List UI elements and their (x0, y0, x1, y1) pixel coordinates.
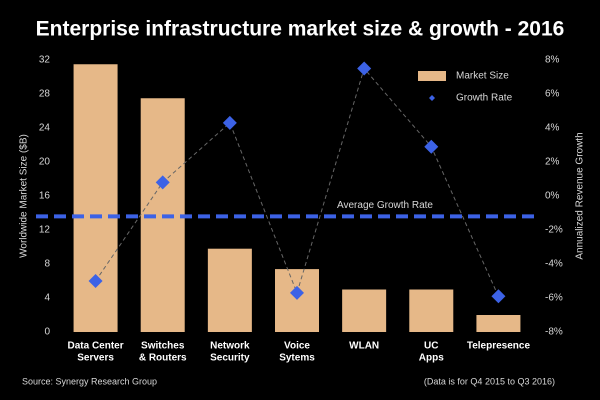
x-tick-label: Security (210, 353, 250, 364)
y-tick-label: 28 (39, 89, 51, 100)
growth-marker (222, 115, 237, 130)
x-tick-label: UC (424, 341, 438, 352)
x-tick-label: Network (210, 341, 250, 352)
source: Source: Synergy Research Group (22, 376, 157, 386)
bar (409, 289, 454, 332)
x-tick-label: Sytems (279, 353, 315, 364)
x-tick-label: & Routers (139, 353, 187, 364)
y-tick-label: 24 (39, 123, 51, 134)
y2-tick-label: 6% (545, 89, 560, 100)
note: (Data is for Q4 2015 to Q3 2016) (424, 376, 555, 386)
growth-marker (88, 274, 103, 288)
average-label: Average Growth Rate (337, 200, 433, 211)
y-tick-label: 8 (44, 259, 50, 270)
legend-label: Market Size (456, 71, 509, 82)
y2-tick-label: 8% (545, 55, 560, 66)
legend-label: Growth Rate (456, 93, 513, 104)
x-tick-label: Data Center (68, 341, 124, 352)
y-tick-label: 12 (39, 225, 51, 236)
bar (342, 289, 387, 332)
chart-title: Enterprise infrastructure market size & … (36, 18, 565, 41)
y-axis-label: Worldwide Market Size ($B) (19, 134, 30, 258)
y-tick-label: 0 (44, 327, 50, 338)
y2-tick-label: -2% (545, 225, 563, 236)
y-tick-label: 4 (44, 293, 50, 304)
legend-swatch (418, 71, 446, 81)
growth-marker (357, 61, 372, 76)
y2-tick-label: 4% (545, 123, 560, 134)
y2-axis-label: Annualized Revenue Growth (575, 132, 586, 259)
x-tick-label: Voice (284, 341, 310, 352)
x-tick-label: Apps (419, 353, 444, 364)
legend-swatch (429, 95, 435, 101)
y-tick-label: 32 (39, 55, 51, 66)
x-tick-label: WLAN (349, 341, 379, 352)
growth-marker (290, 285, 304, 300)
y-tick-label: 16 (39, 191, 51, 202)
growth-marker (424, 139, 439, 154)
y2-tick-label: -6% (545, 293, 563, 304)
x-tick-label: Servers (77, 353, 114, 364)
y-tick-label: 20 (39, 157, 51, 168)
y2-tick-label: -4% (545, 259, 563, 270)
bar (207, 248, 252, 332)
y2-tick-label: -8% (545, 327, 563, 338)
growth-marker (155, 175, 170, 190)
growth-marker (491, 289, 506, 304)
y2-tick-label: 2% (545, 157, 560, 168)
bar (476, 315, 521, 332)
x-tick-label: Switches (141, 341, 185, 352)
x-tick-label: Telepresence (467, 341, 531, 352)
bar (275, 269, 319, 332)
bar (73, 64, 118, 332)
y2-tick-label: 0% (545, 191, 560, 202)
